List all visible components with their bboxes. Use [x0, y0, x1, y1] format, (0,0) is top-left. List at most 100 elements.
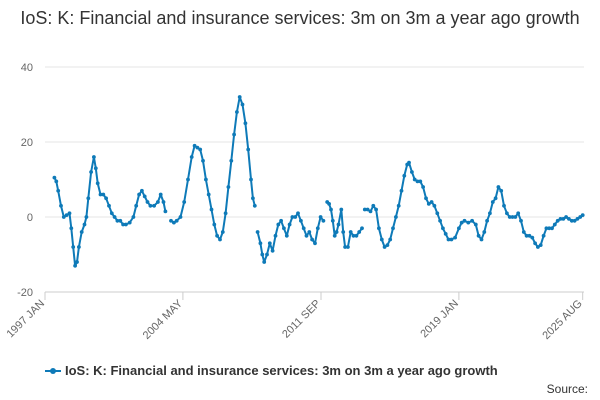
data-point: [172, 220, 176, 225]
data-point: [482, 230, 487, 234]
data-point: [59, 203, 63, 208]
data-point: [265, 252, 269, 257]
data-point: [318, 215, 323, 219]
data-point: [69, 226, 74, 231]
data-point: [262, 260, 267, 264]
data-point: [169, 218, 173, 223]
data-point: [334, 230, 339, 234]
data-point: [552, 222, 557, 227]
data-point: [476, 233, 481, 238]
data-point: [346, 245, 350, 249]
data-point: [374, 207, 378, 212]
data-point: [209, 207, 214, 212]
data-point: [163, 209, 168, 214]
data-point: [462, 218, 467, 223]
data-point: [189, 155, 194, 159]
data-point: [115, 218, 120, 223]
data-point: [95, 181, 100, 186]
data-point: [360, 226, 364, 231]
data-point: [385, 243, 390, 248]
data-point: [284, 233, 289, 238]
data-point: [73, 263, 77, 268]
data-point: [541, 233, 546, 238]
data-point: [56, 188, 61, 193]
data-point: [315, 226, 320, 231]
data-point: [457, 226, 461, 231]
data-point: [161, 200, 166, 204]
data-point: [330, 218, 335, 223]
data-point: [530, 235, 535, 240]
series-line: [53, 156, 167, 267]
data-point: [538, 243, 543, 248]
data-point: [336, 222, 341, 227]
data-point: [98, 192, 103, 197]
data-point: [466, 220, 471, 225]
data-point: [396, 203, 401, 208]
data-point: [505, 211, 509, 216]
x-tick-label: 2019 JAN: [418, 298, 461, 341]
series-line: [170, 96, 256, 241]
data-point: [519, 218, 523, 223]
data-point: [533, 241, 537, 246]
data-point: [127, 220, 132, 225]
data-point: [258, 241, 263, 246]
legend-swatch-icon: [45, 365, 61, 377]
data-point: [276, 222, 281, 227]
data-point: [348, 230, 353, 234]
data-point: [564, 215, 568, 219]
data-point: [304, 233, 309, 238]
data-point: [424, 196, 428, 201]
data-point: [575, 217, 580, 221]
data-point: [362, 207, 367, 212]
data-point: [479, 237, 484, 242]
data-point: [137, 192, 142, 197]
data-point: [327, 202, 331, 206]
data-point: [572, 218, 577, 223]
data-point: [499, 188, 504, 193]
data-point: [377, 226, 381, 231]
x-tick-label: 2011 SEP: [280, 298, 323, 341]
data-point: [502, 203, 506, 208]
data-point: [270, 248, 275, 253]
data-point: [156, 200, 160, 204]
data-point: [206, 192, 211, 197]
data-point: [510, 215, 515, 219]
data-point: [343, 245, 347, 249]
data-point: [158, 192, 163, 197]
x-tick-label: 2025 AUG: [540, 298, 584, 342]
data-point: [307, 230, 312, 234]
data-point: [446, 237, 451, 242]
data-point: [101, 192, 106, 197]
data-point: [75, 260, 79, 264]
data-point: [490, 200, 495, 204]
data-point: [118, 218, 123, 223]
data-point: [82, 222, 87, 227]
data-point: [569, 218, 574, 223]
data-point: [296, 211, 300, 216]
data-point: [443, 232, 448, 236]
data-point: [354, 233, 359, 238]
data-point: [402, 173, 407, 178]
data-point: [152, 203, 157, 208]
data-point: [223, 211, 228, 216]
data-point: [313, 241, 317, 246]
data-point: [391, 226, 395, 231]
data-point: [186, 177, 190, 182]
data-point: [104, 196, 108, 201]
y-tick-label: 0: [27, 212, 33, 224]
data-point: [513, 215, 518, 219]
data-point: [212, 222, 217, 227]
data-point: [267, 241, 272, 246]
data-point: [220, 230, 225, 234]
data-point: [524, 233, 529, 238]
data-point: [107, 203, 111, 208]
y-tick-label: 20: [21, 137, 33, 149]
chart-legend[interactable]: IoS: K: Financial and insurance services…: [45, 363, 498, 378]
data-point: [215, 233, 220, 238]
data-point: [93, 166, 98, 171]
y-tick-label: -20: [17, 287, 33, 299]
data-point: [287, 222, 292, 227]
data-point: [61, 215, 66, 219]
data-point: [204, 177, 208, 182]
data-point: [243, 121, 248, 126]
